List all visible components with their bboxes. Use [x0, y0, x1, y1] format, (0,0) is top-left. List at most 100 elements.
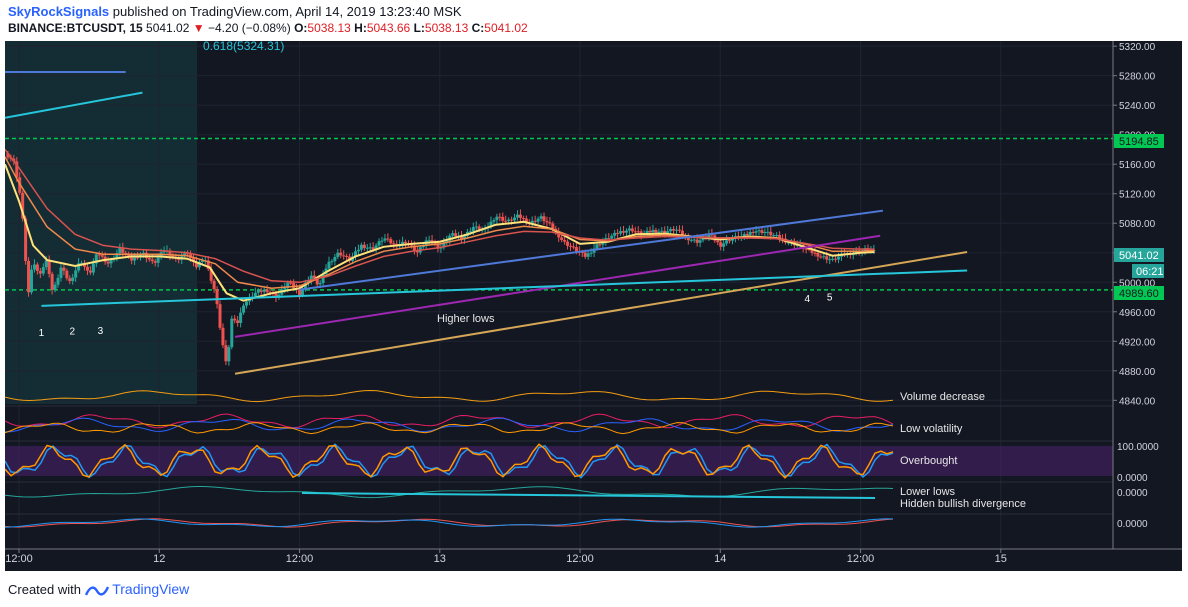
candle-body [177, 258, 181, 260]
candle-body [339, 252, 343, 256]
candle-body [227, 347, 231, 362]
candle-body [654, 229, 658, 233]
moving-average-ma_slow [4, 149, 875, 284]
candle-body [819, 256, 823, 258]
candle-body [445, 240, 449, 243]
candle-body [150, 259, 154, 262]
close-label: C: [471, 21, 485, 35]
candle-body [147, 257, 151, 260]
volatility-line-3 [4, 422, 894, 435]
candle-body [215, 289, 219, 305]
low-value: 5038.13 [424, 21, 469, 35]
candle-body [513, 217, 517, 221]
candle-body [580, 251, 584, 253]
candle-body [65, 270, 69, 279]
candle-body [542, 216, 546, 222]
candle-body [648, 230, 652, 233]
candle-body [489, 221, 493, 227]
candle-body [672, 229, 676, 231]
candle-body [468, 231, 472, 233]
candle-body [698, 240, 702, 243]
price-tick-label: 4920.00 [1119, 337, 1156, 348]
candle-body [769, 231, 773, 236]
candle-body [813, 252, 817, 254]
candle-body [62, 267, 66, 271]
time-tick-label: 12:00 [847, 553, 875, 565]
candle-body [675, 229, 679, 231]
candle-body [106, 261, 110, 264]
ohlc-line: BINANCE:BTCUSDT, 15 5041.02 ▼ −4.20 (−0.… [8, 21, 1178, 38]
time-tick-label: 15 [995, 553, 1007, 565]
candle-body [156, 257, 160, 263]
tradingview-logo-icon [84, 582, 113, 597]
candle-body [292, 282, 296, 289]
candle-body [168, 250, 172, 256]
candle-body [571, 246, 575, 248]
candle-body [763, 232, 767, 234]
candle-body [133, 257, 137, 261]
candle-body [35, 264, 39, 271]
last-price: 5041.02 [146, 21, 190, 35]
candle-body [88, 270, 92, 273]
candle-body [183, 253, 187, 257]
candle-body [430, 240, 434, 242]
candle-body [427, 240, 431, 242]
wave-label: 3 [98, 326, 104, 337]
volume-line [4, 389, 894, 403]
high-label: H: [354, 21, 367, 35]
volume-decrease-annotation: Volume decrease [900, 391, 985, 403]
candle-body [663, 230, 667, 234]
candle-body [59, 267, 63, 278]
candle-body [115, 253, 119, 259]
candle-body [362, 244, 366, 249]
candle-body [206, 260, 210, 269]
candle-body [300, 288, 304, 295]
candle-body [333, 256, 337, 262]
candle-body [265, 289, 269, 293]
candle-body [716, 240, 720, 243]
candle-body [38, 270, 42, 274]
candle-body [44, 260, 48, 268]
published-text: published on TradingView.com, April 14, … [112, 4, 462, 19]
wave-label: 2 [70, 327, 76, 338]
publish-line: SkyRockSignals published on TradingView.… [8, 4, 1178, 21]
candle-body [460, 236, 464, 240]
candle-body [256, 290, 260, 293]
candle-body [239, 312, 243, 323]
candle-body [751, 231, 755, 233]
candle-body [389, 239, 393, 244]
candle-body [315, 278, 319, 285]
candle-body [209, 268, 213, 281]
candle-body [15, 161, 19, 178]
candle-body [586, 253, 590, 257]
candle-body [757, 230, 761, 232]
candle-body [545, 221, 549, 223]
tradingview-brand[interactable]: TradingView [112, 581, 190, 597]
candle-body [91, 263, 95, 273]
candle-body [289, 282, 293, 284]
candle-body [589, 252, 593, 254]
candle-body [669, 229, 673, 232]
candle-body [41, 267, 45, 274]
candle-body [630, 228, 634, 232]
candle-body [442, 242, 446, 248]
candle-body [557, 231, 561, 238]
candle-body [533, 220, 537, 222]
candle-body [524, 218, 528, 223]
candle-body [816, 252, 820, 257]
current-price-tag: 5041.02 06:21 [1114, 248, 1164, 278]
chart-header: SkyRockSignals published on TradingView.… [8, 4, 1178, 40]
author-link[interactable]: SkyRockSignals [8, 4, 110, 19]
candle-body [507, 219, 511, 222]
time-axis[interactable]: 12:00 12 12:00 13 12:00 14 12:00 15 [5, 549, 1007, 565]
candle-body [772, 235, 776, 237]
candle-body [342, 255, 346, 257]
candle-body [68, 278, 72, 282]
candle-body [197, 262, 201, 268]
candle-body [200, 260, 204, 263]
candle-body [56, 277, 60, 285]
candle-body [624, 230, 628, 233]
candle-body [412, 245, 416, 251]
